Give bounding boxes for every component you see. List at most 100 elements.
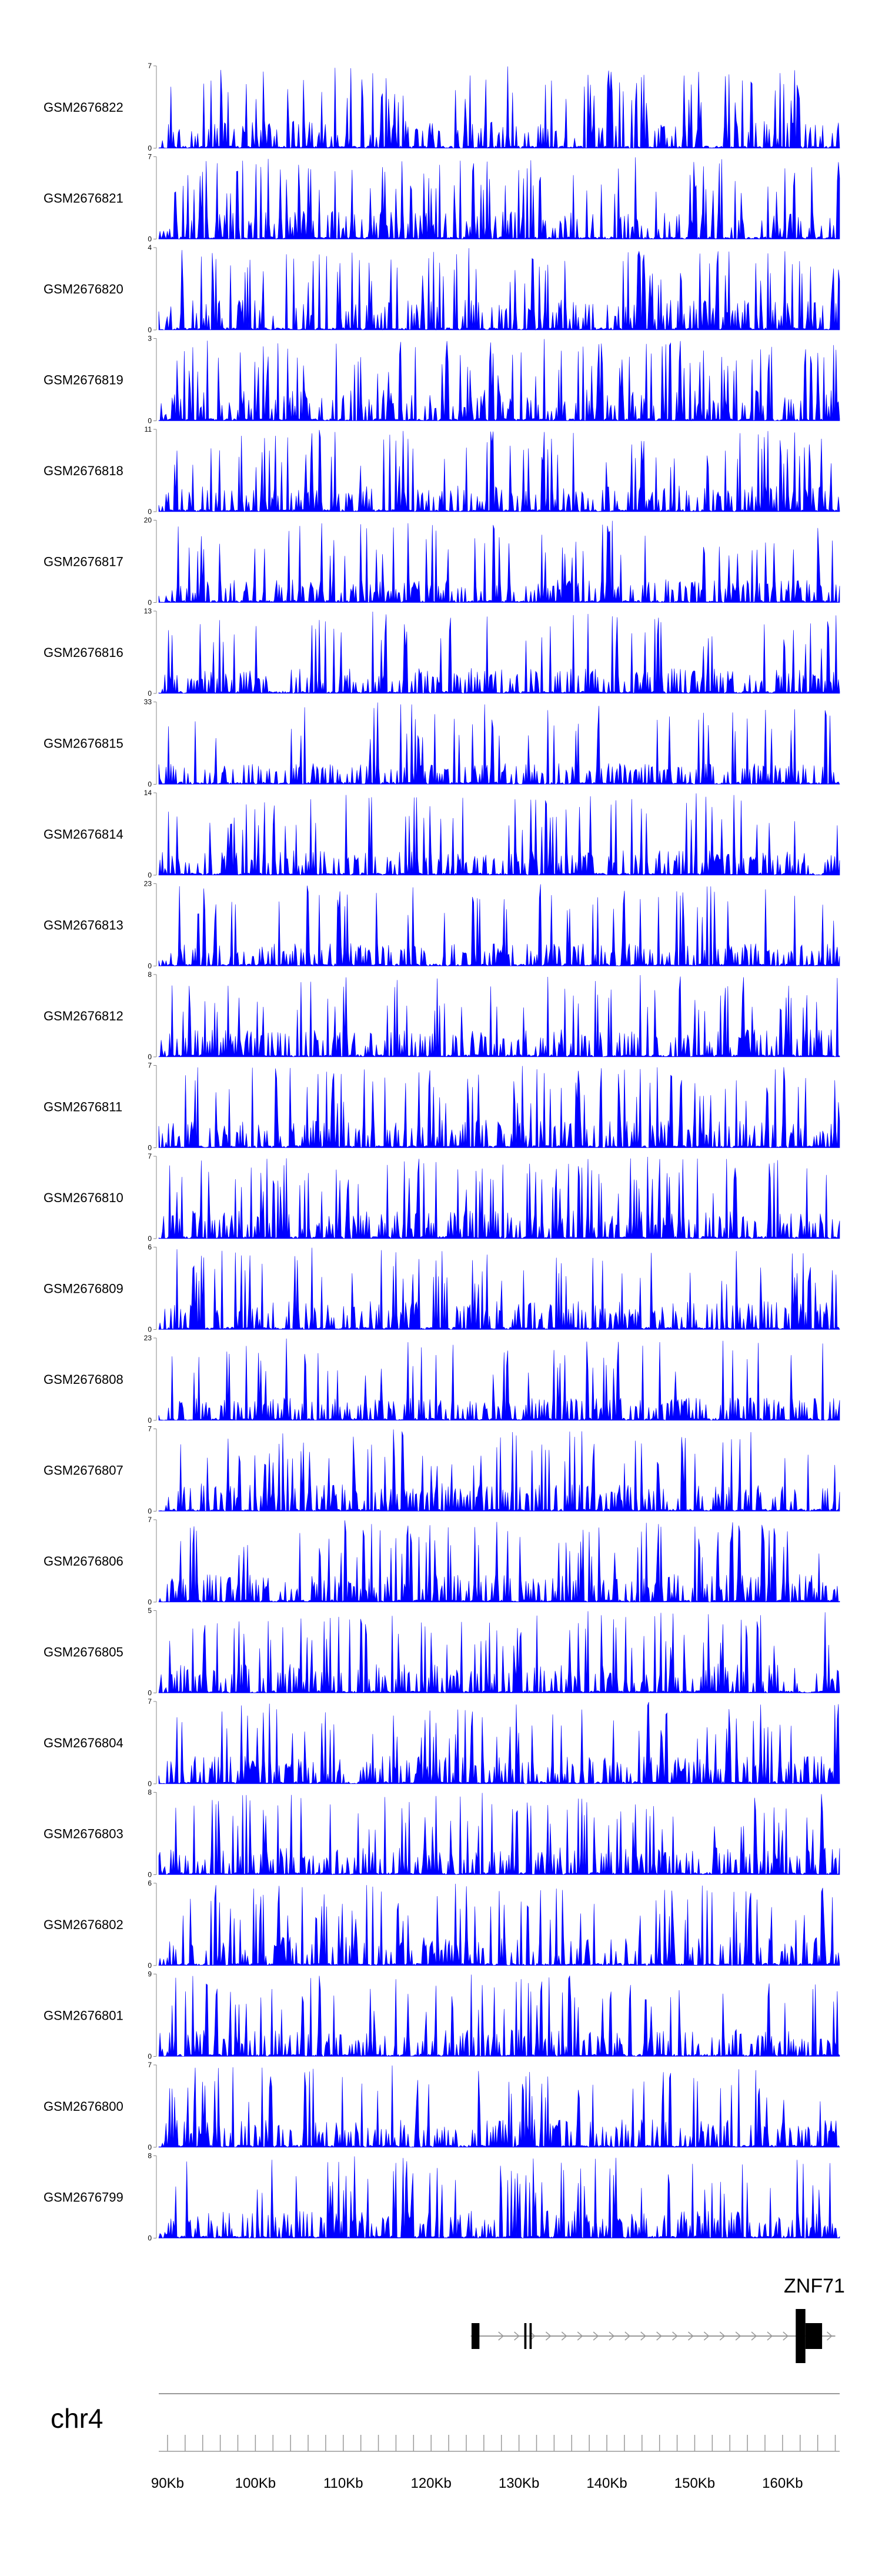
exon [796,2309,806,2363]
chromosome-label: chr4 [51,2403,103,2434]
track-label: GSM2676801 [44,2008,123,2023]
y-min-label: 0 [148,2234,152,2243]
exon [805,2323,823,2349]
strand-arrow [577,2331,583,2341]
track-label: GSM2676810 [44,1190,123,1205]
coverage-area [158,66,840,149]
y-min-label: 0 [148,2143,152,2151]
coverage-area [158,248,840,331]
exon [524,2323,527,2349]
coverage-area [158,793,840,876]
strand-arrow [656,2331,662,2341]
x-tick-label: 130Kb [499,2475,539,2491]
strand-arrow [687,2331,694,2341]
track-GSM2676807: GSM2676807 7 0 [44,1425,840,1516]
track-GSM2676815: GSM2676815 33 0 [44,698,840,789]
coverage-area [158,702,840,785]
coverage-area [158,1701,840,1785]
y-max-label: 20 [144,516,152,525]
track-GSM2676816: GSM2676816 13 0 [44,607,840,698]
coverage-area [158,1156,840,1239]
track-label: GSM2676808 [44,1372,123,1387]
coverage-area [158,1066,840,1149]
coverage-area [158,520,840,603]
track-GSM2676813: GSM2676813 23 0 [44,880,840,970]
y-max-label: 8 [148,2152,152,2160]
track-label: GSM2676813 [44,918,123,933]
gene-name: ZNF71 [784,2275,845,2297]
y-min-label: 0 [148,1780,152,1788]
x-tick-label: 160Kb [762,2475,803,2491]
track-label: GSM2676806 [44,1554,123,1569]
y-max-label: 33 [144,698,152,706]
strand-arrow [498,2331,504,2341]
track-GSM2676799: GSM2676799 8 0 [44,2152,840,2243]
track-GSM2676809: GSM2676809 6 0 [44,1243,840,1334]
track-label: GSM2676814 [44,827,123,842]
track-GSM2676820: GSM2676820 4 0 [44,243,840,334]
y-max-label: 7 [148,153,152,161]
track-label: GSM2676805 [44,1645,123,1660]
coverage-area [158,1429,840,1512]
coverage-area [158,611,840,695]
track-label: GSM2676821 [44,191,123,206]
coverage-area [158,2065,840,2148]
y-max-label: 7 [148,1062,152,1070]
track-label: GSM2676799 [44,2190,123,2205]
track-GSM2676806: GSM2676806 7 0 [44,1516,840,1606]
y-max-label: 8 [148,1788,152,1797]
track-label: GSM2676819 [44,373,123,388]
track-GSM2676811: GSM2676811 7 0 [44,1062,840,1152]
y-max-label: 7 [148,1152,152,1160]
coverage-area [158,884,840,967]
x-tick-label: 150Kb [674,2475,715,2491]
y-max-label: 8 [148,970,152,979]
strand-arrow [703,2331,710,2341]
track-GSM2676821: GSM2676821 7 0 [44,153,840,243]
coverage-area [158,1520,840,1603]
y-min-label: 0 [148,144,152,152]
signal-tracks: GSM267682270GSM267682170GSM267682040GSM2… [44,62,840,2243]
track-label: GSM2676817 [44,555,123,569]
track-label: GSM2676815 [44,736,123,751]
x-tick-label: 140Kb [586,2475,627,2491]
strand-arrow [751,2331,757,2341]
y-max-label: 3 [148,335,152,343]
track-label: GSM2676811 [44,1100,122,1115]
track-label: GSM2676803 [44,1827,123,1841]
track-GSM2676812: GSM2676812 8 0 [44,970,840,1061]
y-max-label: 23 [144,880,152,888]
coverage-area [158,157,840,240]
track-GSM2676819: GSM2676819 3 0 [44,335,840,425]
y-max-label: 7 [148,1425,152,1433]
track-label: GSM2676820 [44,282,123,296]
y-min-label: 0 [148,1689,152,1697]
y-min-label: 0 [148,1053,152,1061]
y-max-label: 7 [148,62,152,70]
track-label: GSM2676802 [44,1917,123,1932]
y-min-label: 0 [148,1598,152,1606]
coverage-area [158,1611,840,1694]
x-tick-label: 110Kb [323,2475,363,2491]
track-label: GSM2676812 [44,1009,123,1023]
y-min-label: 0 [148,1416,152,1424]
y-min-label: 0 [148,235,152,243]
strand-arrow [719,2331,726,2341]
track-GSM2676803: GSM2676803 8 0 [44,1788,840,1879]
y-min-label: 0 [148,1326,152,1334]
y-min-label: 0 [148,780,152,789]
y-max-label: 7 [148,2061,152,2069]
chromosome-axis: chr4 90Kb 100Kb 110Kb 120Kb 130Kb 140Kb 150Kb 16… [51,2393,840,2491]
track-label: GSM2676800 [44,2099,123,2114]
coverage-area [158,1338,840,1422]
y-max-label: 5 [148,1607,152,1615]
coverage-area [158,1974,840,2057]
y-min-label: 0 [148,1507,152,1516]
track-GSM2676822: GSM2676822 7 0 [44,62,840,152]
track-label: GSM2676807 [44,1463,123,1478]
y-min-label: 0 [148,1234,152,1243]
strand-arrow [827,2331,833,2341]
y-max-label: 14 [144,789,152,797]
y-min-label: 0 [148,871,152,879]
